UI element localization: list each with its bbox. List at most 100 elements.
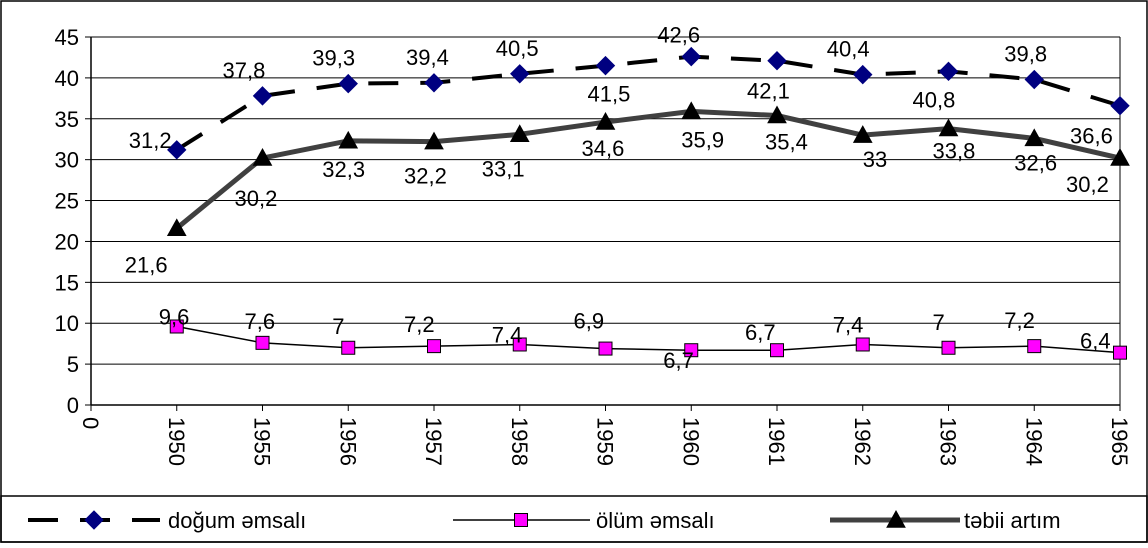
series-0: [167, 46, 1130, 160]
series-line: [175, 54, 1121, 152]
data-point: [855, 337, 870, 352]
legend-marker: [84, 510, 104, 530]
x-tick-label: 1963: [936, 417, 961, 466]
data-label: 37,8: [223, 58, 266, 83]
data-point: [598, 341, 613, 356]
legend: doğum əmsalı ölüm əmsalı təbii artım: [0, 495, 1148, 543]
data-label: 41,5: [588, 82, 631, 107]
legend-item-0: doğum əmsalı: [28, 508, 306, 533]
data-point: [509, 124, 530, 143]
x-tick-label: 1955: [250, 417, 275, 466]
data-label: 34,6: [582, 136, 625, 161]
data-point: [767, 51, 787, 71]
data-point: [427, 339, 441, 354]
data-point: [341, 340, 356, 355]
series-1: [169, 319, 1127, 360]
data-point: [338, 130, 359, 149]
legend-item-1: ölüm əmsalı: [453, 508, 715, 533]
data-point: [338, 73, 358, 94]
data-label: 21,6: [125, 252, 168, 277]
data-label: 32,6: [1014, 150, 1057, 175]
data-point: [1024, 69, 1044, 90]
data-point: [166, 218, 187, 237]
data-label: 7,4: [492, 322, 523, 347]
data-point: [252, 148, 273, 166]
data-label: 36,6: [1070, 124, 1113, 149]
series-group: [166, 46, 1130, 360]
data-label: 6,4: [1080, 329, 1111, 354]
data-point: [770, 343, 784, 358]
data-label: 6,7: [663, 348, 694, 373]
y-tick-label: 10: [55, 311, 79, 336]
x-tick-label: 1950: [164, 417, 189, 466]
x-tick-label: 1956: [335, 417, 360, 466]
data-point: [938, 118, 959, 137]
axes: 0 5 10 15 20 25 30 35 40 45 0 1950 1955 1956 1957 1958 1…: [55, 25, 1132, 466]
data-label: 30,2: [235, 186, 278, 211]
series-line: [176, 325, 1121, 354]
data-point: [681, 46, 701, 67]
data-point: [1024, 128, 1045, 147]
data-label: 7: [933, 310, 945, 335]
data-label: 7,4: [833, 312, 864, 337]
data-label: 30,2: [1066, 172, 1109, 197]
data-label: 42,1: [747, 79, 790, 104]
data-point: [1113, 345, 1127, 360]
data-label: 32,3: [322, 157, 365, 182]
data-point: [595, 55, 616, 76]
data-point: [169, 319, 184, 334]
data-label: 9,6: [159, 304, 190, 329]
data-point: [681, 101, 702, 120]
data-point: [852, 125, 873, 143]
x-tick-label: 1960: [678, 417, 703, 466]
data-point: [1110, 95, 1130, 116]
x-tick-label: 1965: [1107, 417, 1132, 466]
data-label: 35,4: [765, 130, 808, 155]
legend-marker: [886, 509, 906, 528]
data-point: [512, 337, 527, 352]
data-label: 33,1: [482, 156, 525, 181]
data-label: 39,8: [1004, 42, 1047, 67]
data-point: [424, 131, 444, 150]
legend-label: doğum əmsalı: [168, 508, 306, 533]
data-point: [684, 343, 699, 358]
legend-marker: [514, 513, 528, 527]
legend-label: təbii artım: [964, 508, 1061, 533]
data-point: [255, 335, 270, 350]
data-label: 7,2: [1004, 308, 1035, 333]
data-label: 32,2: [404, 164, 447, 189]
data-labels: 31,2 37,8 39,3 39,4 40,5 41,5 42,6 42,1 40,4 40,8…: [125, 23, 1113, 374]
data-point: [941, 340, 956, 355]
legend-item-2: təbii artım: [830, 508, 1061, 533]
y-tick-label: 40: [55, 66, 79, 91]
data-point: [595, 112, 616, 130]
data-point: [853, 64, 873, 85]
data-label: 33: [863, 147, 887, 172]
data-label: 7: [332, 314, 344, 339]
x-tick-label: 1959: [593, 417, 618, 466]
data-label: 35,9: [681, 127, 724, 152]
data-point: [510, 64, 530, 84]
y-tick-label: 5: [67, 352, 79, 377]
data-label: 31,2: [129, 128, 172, 153]
x-tick-label: 1964: [1021, 417, 1046, 466]
x-origin-label: 0: [78, 417, 103, 429]
legend-label: ölüm əmsalı: [596, 508, 715, 533]
data-label: 39,4: [406, 45, 449, 70]
y-tick-label: 35: [55, 107, 79, 132]
data-label: 7,6: [245, 309, 276, 334]
data-label: 6,9: [574, 309, 605, 334]
data-label: 33,8: [933, 139, 976, 164]
data-label: 40,8: [913, 87, 956, 112]
y-tick-label: 25: [55, 189, 79, 214]
data-point: [424, 73, 444, 93]
data-label: 40,5: [496, 36, 539, 61]
data-point: [167, 140, 187, 160]
y-tick-label: 20: [55, 229, 79, 254]
data-point: [1027, 339, 1042, 354]
data-label: 7,2: [404, 312, 435, 337]
data-label: 39,3: [312, 46, 355, 71]
